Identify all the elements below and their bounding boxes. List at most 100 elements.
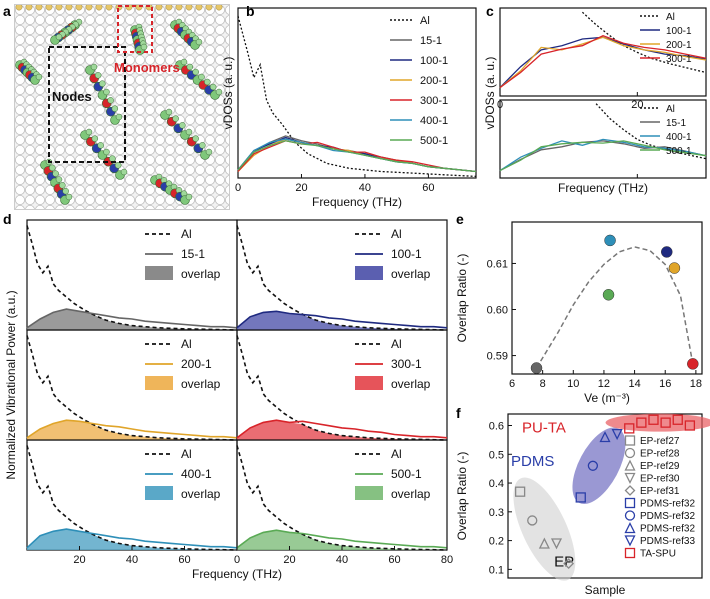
x-tick-label: 60 [178,554,190,566]
legend-label-Al: Al [181,337,192,351]
chart-e: 6 8 10 12 14 16 18 0.59 0.60 0.61 Ve (m⁻³) Overlap … [455,221,703,405]
legend-label-overlap: overlap [391,267,431,281]
atom [205,5,213,11]
plot-frame [507,413,703,579]
legend-label-PDMS-ref32: PDMS-ref32 [640,499,695,510]
atom [175,5,183,11]
legend-label-EP-ref31: EP-ref31 [640,486,680,497]
legend-label-Al: Al [181,447,192,461]
y-tick-label: 0.5 [489,449,504,461]
legend-label-400-1: 400-1 [666,132,692,143]
atom [15,5,23,11]
series-line-15-1 [26,308,238,329]
data-point-TA-SPU [624,423,635,434]
atom [52,170,59,177]
y-tick-label: 0.6 [489,421,504,433]
overlap-area-300-1 [237,420,447,440]
legend-label-15-1: 15-1 [181,247,205,261]
legend-marker-EP-ref27 [624,435,636,446]
legend-label-Al: Al [391,337,402,351]
atom [185,5,193,11]
al-curve [236,335,448,441]
atom [95,5,103,11]
legend-label-100-1: 100-1 [420,55,448,67]
atom [115,113,123,121]
x-tick-label: 60 [388,554,400,566]
plot-frame [511,221,703,375]
x-axis-label: Frequency (THz) [558,181,648,195]
legend-marker-TA-SPU [624,547,636,559]
atom [49,164,56,172]
atom [99,80,106,87]
atom [172,115,179,122]
legend-label-15-1: 15-1 [666,118,686,129]
data-point-EP-ref28 [527,515,538,526]
legend-swatch-overlap [355,376,383,390]
y-axis-label: vDOSs (a. u.) [483,57,497,130]
atom [105,5,113,11]
group-label-pdms: PDMS [511,453,554,470]
y-axis-label: Overlap Ratio (-) [455,452,469,541]
y-tick-label: 0.61 [487,258,508,270]
legend-marker-PDMS-ref33 [624,535,636,547]
nodes-box [48,46,126,163]
legend-label-200-1: 200-1 [181,357,212,371]
panel-label-f: f [456,405,461,421]
atom [185,193,193,201]
legend-label-overlap: overlap [181,377,221,391]
atom [45,5,53,11]
legend-swatch-overlap [145,486,173,500]
data-point-EP-ref31 [563,558,575,570]
monomers-label: Monomers [114,60,180,75]
al-curve [236,225,448,331]
atom [62,187,69,195]
legend-label-PDMS-ref32: PDMS-ref32 [640,511,695,522]
series-line-500-1 [237,140,477,173]
legend-marker-EP-ref29 [624,459,636,471]
x-tick-label: 16 [659,378,671,390]
atom [55,5,63,11]
panel-label-a: a [3,3,11,19]
y-tick-label: 0.3 [489,507,504,519]
series-line-300-1 [237,140,477,173]
x-tick-label: 80 [441,554,453,566]
x-tick-label: 6 [509,378,515,390]
legend-label-500-1: 500-1 [666,146,692,157]
atom [180,58,188,66]
data-point-400-1 [604,234,616,247]
legend-label-200-1: 200-1 [666,40,692,51]
legend-swatch-overlap [145,266,173,280]
data-point-500-1 [602,289,615,301]
atom [205,148,213,156]
series-line-300-1 [236,419,448,439]
legend-label-overlap: overlap [181,267,221,281]
legend-label-400-1: 400-1 [181,467,212,481]
legend-marker-EP-ref31 [624,485,636,496]
panel-label-b: b [246,3,255,19]
series-line-Al [595,103,707,160]
data-point-PDMS-ref32 [599,431,611,443]
atom [91,135,99,142]
x-tick-label: 20 [73,554,85,566]
series-line-200-1 [499,36,707,89]
legend-label-15-1: 15-1 [420,35,442,47]
atom [209,83,217,91]
x-tick-label: 14 [628,378,640,390]
series-line-300-1 [499,34,707,89]
atom [186,63,194,71]
series-line-Al [581,11,707,74]
atom [85,5,93,11]
panel-label-c: c [486,3,494,19]
atom [103,148,110,156]
atom [199,142,206,149]
atom [35,5,43,11]
pdms-region [572,427,626,505]
atom [215,88,223,96]
legend-label-Al: Al [181,227,192,241]
x-tick-label: 60 [422,182,434,194]
atom [35,73,43,81]
x-tick-label: 10 [567,378,579,390]
y-tick-label: 0.2 [489,536,504,548]
y-axis-label: Normalized Vibrational Power (a.u.) [4,290,18,479]
legend-marker-PDMS-ref32 [624,497,636,509]
